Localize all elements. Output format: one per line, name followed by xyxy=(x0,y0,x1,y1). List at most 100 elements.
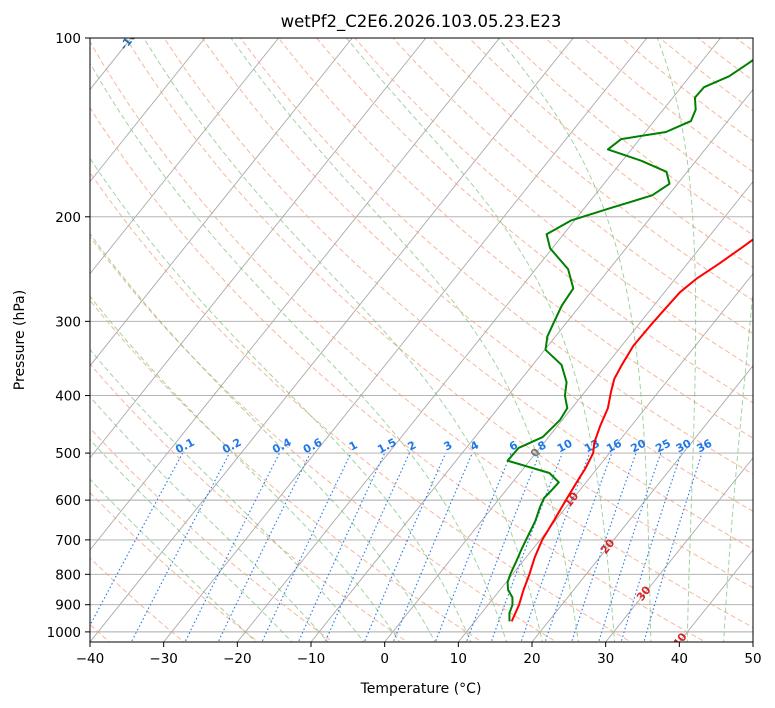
y-tick-label: 500 xyxy=(55,446,81,462)
mixing-ratio-line xyxy=(571,452,637,642)
x-tick-label: 50 xyxy=(744,651,761,667)
dry-adiabat-label: 20 xyxy=(598,536,618,556)
dry-adiabat-line xyxy=(240,38,753,475)
mixing-ratio-line xyxy=(620,452,682,642)
mixing-ratio-line xyxy=(363,452,447,642)
plot-frame xyxy=(89,37,754,643)
mixing-ratio-label: 4 xyxy=(468,438,481,453)
moist-adiabat-line xyxy=(723,286,753,642)
mixing-ratio-line xyxy=(90,452,184,627)
dry-adiabat-line xyxy=(659,38,753,112)
dry-adiabat-line xyxy=(201,38,753,512)
moist-adiabat-line xyxy=(90,62,508,642)
axes: −40 −30 −20 −10 0 10 20 30 40 50 1000 900 800 700 600 5… xyxy=(47,31,762,667)
mixing-ratio-label: 1 xyxy=(347,438,360,453)
x-tick-label: 40 xyxy=(671,651,688,667)
mixing-ratio-label: 10 xyxy=(555,437,575,456)
moist-adiabat-line xyxy=(90,232,436,642)
y-tick-label: 400 xyxy=(55,389,81,405)
moist-adiabat-line xyxy=(497,38,652,642)
isotherm-line xyxy=(605,457,753,642)
dry-adiabat-line xyxy=(392,38,753,335)
mixing-ratio-line xyxy=(490,452,563,642)
dry-adiabat-line xyxy=(90,235,558,642)
isotherm-line xyxy=(90,38,500,551)
x-tick-label: −20 xyxy=(223,651,252,667)
mixing-ratio-line xyxy=(598,452,662,642)
dewpoint-profile-line xyxy=(506,58,753,622)
y-tick-label: 1000 xyxy=(47,625,81,641)
dry-adiabat-label: -90 xyxy=(217,0,240,20)
mixing-ratio-line xyxy=(392,452,473,642)
dry-adiabat-line xyxy=(90,40,753,629)
mixing-ratio-label: 20 xyxy=(629,437,649,456)
x-tick-label: 0 xyxy=(380,651,389,667)
y-tick-label: 600 xyxy=(55,493,81,509)
moist-adiabat-line xyxy=(230,38,579,642)
y-tick-label: 200 xyxy=(55,210,81,226)
isotherm-line xyxy=(0,38,58,642)
dry-adiabat-line xyxy=(90,106,707,642)
dry-adiabat-line xyxy=(735,38,753,52)
x-tick-label: 30 xyxy=(597,651,614,667)
dry-adiabat-line xyxy=(125,38,753,589)
isotherm-line xyxy=(310,88,753,642)
mixing-ratio-label: 36 xyxy=(695,437,715,456)
mixing-ratio-line xyxy=(544,452,613,642)
moist-adiabat-line xyxy=(90,478,257,642)
profile-lines xyxy=(506,58,753,622)
dry-adiabat-line xyxy=(697,38,753,82)
x-axis-label: Temperature (°C) xyxy=(360,681,482,697)
x-tick-label: −10 xyxy=(297,651,326,667)
dry-adiabat-line xyxy=(545,38,753,204)
mixing-ratio-label: 30 xyxy=(674,437,694,456)
moist-adiabat-line xyxy=(143,38,543,642)
isotherm-line xyxy=(752,641,753,642)
dry-adiabat-line xyxy=(90,171,632,642)
mixing-ratio-line xyxy=(643,452,703,642)
moist-adiabat-line xyxy=(90,295,401,642)
dry-adiabat-line xyxy=(90,363,409,642)
mixing-ratio-line xyxy=(261,452,352,642)
y-tick-label: 300 xyxy=(55,314,81,330)
temperature-profile-line xyxy=(510,238,753,622)
isotherm-line xyxy=(90,38,427,459)
x-tick-label: −30 xyxy=(149,651,178,667)
mixing-ratio-line xyxy=(520,452,591,642)
dry-adiabat-line xyxy=(354,38,753,369)
x-tick-label: −40 xyxy=(76,651,105,667)
dry-adiabat-label: 40 xyxy=(670,630,690,650)
background-lines xyxy=(0,38,753,642)
isotherm-line xyxy=(236,38,721,642)
dry-adiabat-line xyxy=(163,38,753,550)
mixing-ratio-line xyxy=(465,452,541,642)
isotherm-line xyxy=(457,272,753,642)
dry-adiabat-line xyxy=(90,299,483,642)
mixing-ratio-line xyxy=(434,452,512,642)
moist-adiabat-line xyxy=(90,157,472,642)
isotherm-line xyxy=(90,38,279,275)
isotherm-line xyxy=(531,365,753,642)
mixing-ratio-line xyxy=(184,452,280,642)
y-axis-label: Pressure (hPa) xyxy=(12,290,28,390)
isotherm-line xyxy=(384,180,753,642)
moist-adiabat-line xyxy=(90,348,365,642)
y-tick-label: 700 xyxy=(55,533,81,549)
dry-adiabat-line xyxy=(278,38,753,439)
isotherm-line xyxy=(90,38,574,642)
dry-adiabat-line xyxy=(90,491,260,642)
mixing-ratio-label: 3 xyxy=(442,438,455,453)
mixing-ratio-line xyxy=(217,452,311,642)
y-tick-label: 100 xyxy=(55,31,81,47)
mixing-ratio-line xyxy=(324,452,410,642)
dry-adiabat-line xyxy=(90,557,185,642)
isotherm-line xyxy=(163,38,648,642)
mixing-ratio-line xyxy=(297,452,386,642)
dry-adiabat-label: 30 xyxy=(634,583,654,603)
y-tick-label: 800 xyxy=(55,567,81,583)
y-tick-label: 900 xyxy=(55,598,81,614)
mixing-ratio-label: 25 xyxy=(653,437,673,456)
mixing-ratio-label: 2 xyxy=(405,438,418,453)
chart-title: wetPf2_C2E6.2026.103.05.23.E23 xyxy=(281,12,562,32)
